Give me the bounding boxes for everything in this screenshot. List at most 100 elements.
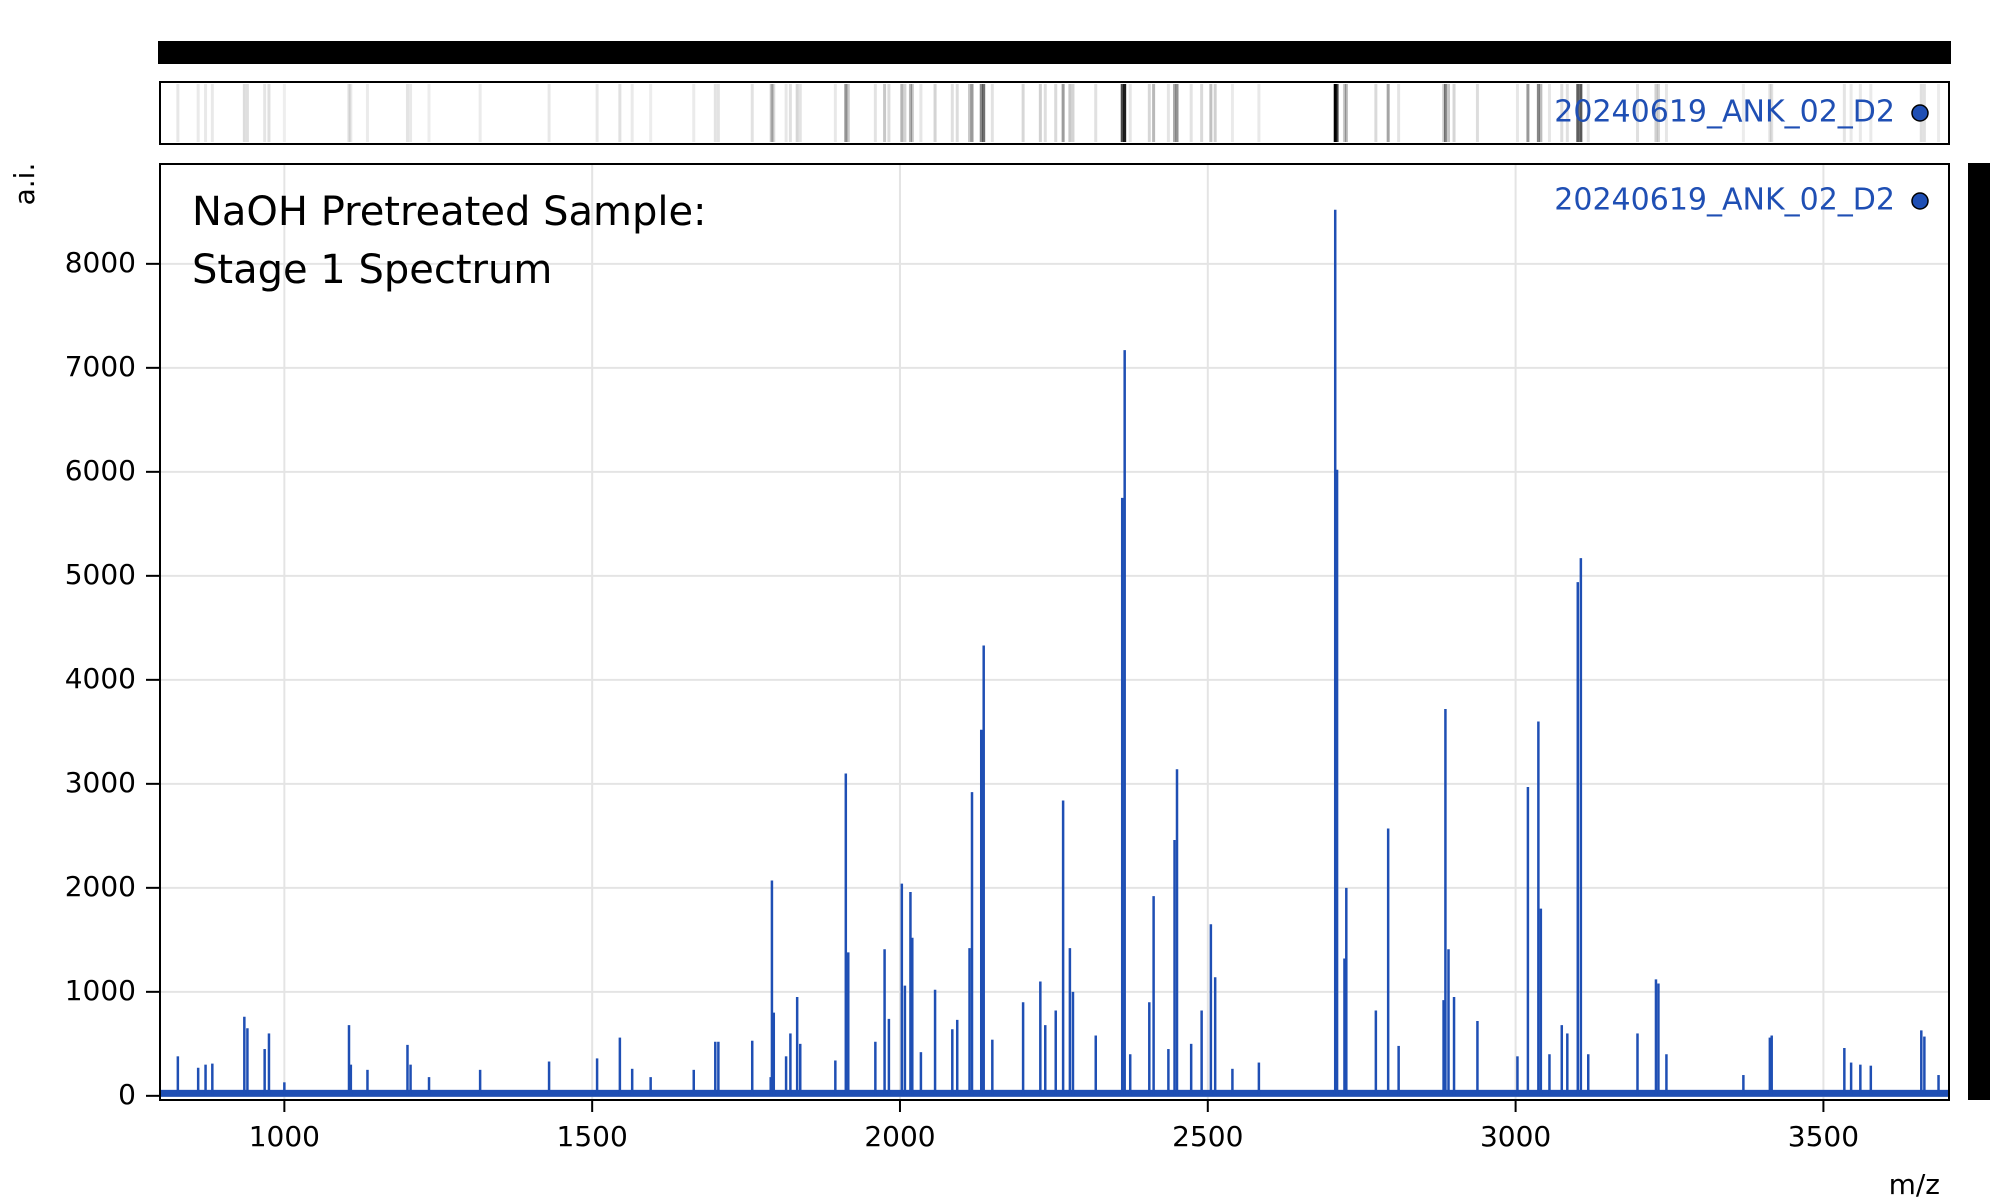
gel-band xyxy=(1173,84,1177,142)
gel-band xyxy=(873,84,877,142)
gel-band xyxy=(1842,84,1846,142)
gel-band xyxy=(1123,84,1127,142)
legend-label: 20240619_ANK_02_D2 xyxy=(1554,95,1895,130)
gel-band xyxy=(968,84,972,142)
gel-band xyxy=(795,84,799,142)
y-tick-label: 5000 xyxy=(65,558,136,591)
gel-band xyxy=(919,84,923,142)
gel-band xyxy=(1043,84,1047,142)
gel-band xyxy=(1770,84,1774,142)
gel-band xyxy=(1386,84,1390,142)
grid xyxy=(160,164,1949,1100)
gel-band xyxy=(649,84,653,142)
plot-frame xyxy=(159,163,1950,1101)
gel-band xyxy=(1741,84,1745,142)
gel-band xyxy=(1560,84,1564,142)
y-tick-label: 0 xyxy=(118,1078,136,1111)
y-tick-label: 1000 xyxy=(65,974,136,1007)
gel-band xyxy=(887,84,891,142)
gel-band xyxy=(618,84,622,142)
gel-band xyxy=(1664,84,1668,142)
gel-band xyxy=(1579,84,1583,142)
gel-band xyxy=(1654,84,1658,142)
y-tick-label: 7000 xyxy=(65,350,136,383)
gel-band xyxy=(772,84,776,142)
gel-band xyxy=(176,84,180,142)
gel-band xyxy=(210,84,214,142)
gel-band xyxy=(245,84,249,142)
spectrum xyxy=(160,209,1949,1097)
gel-band xyxy=(846,84,850,142)
gel-band xyxy=(1071,84,1075,142)
gel-band xyxy=(769,84,773,142)
gel-band xyxy=(1166,84,1170,142)
gel-band xyxy=(263,84,267,142)
gel-band xyxy=(1147,84,1151,142)
gel-band xyxy=(1446,84,1450,142)
gel-band xyxy=(427,84,431,142)
gel-band xyxy=(1442,84,1446,142)
gel-band xyxy=(1397,84,1401,142)
gel-band xyxy=(692,84,696,142)
gel-band xyxy=(833,84,837,142)
gel-band xyxy=(1038,84,1042,142)
legend-marker xyxy=(1911,104,1929,122)
gel-band xyxy=(1213,84,1217,142)
gel-band xyxy=(1635,84,1639,142)
gel-band xyxy=(409,84,413,142)
gel-band xyxy=(1515,84,1519,142)
y-tick-label: 8000 xyxy=(65,246,136,279)
gel-band xyxy=(1937,84,1941,142)
gel-band xyxy=(1586,84,1590,142)
x-tick-label: 2500 xyxy=(1172,1120,1243,1153)
gel-band xyxy=(365,84,369,142)
gel-band xyxy=(950,84,954,142)
gel-band xyxy=(713,84,717,142)
x-tick-label: 1000 xyxy=(249,1120,320,1153)
gel-band xyxy=(1152,84,1156,142)
gel-band xyxy=(1189,84,1193,142)
gel-band xyxy=(1858,84,1862,142)
gel-band xyxy=(1768,84,1772,142)
gel-band xyxy=(1526,84,1530,142)
gel-band xyxy=(267,84,271,142)
gel-band xyxy=(1094,84,1098,142)
gel-band xyxy=(478,84,482,142)
y-tick-label: 4000 xyxy=(65,662,136,695)
gel-band xyxy=(1547,84,1551,142)
gel-band xyxy=(1475,84,1479,142)
x-tick-label: 1500 xyxy=(557,1120,628,1153)
gel-band xyxy=(900,84,904,142)
gel-band xyxy=(1539,84,1543,142)
gel-band xyxy=(716,84,720,142)
gel-band xyxy=(1333,84,1337,142)
gel-band xyxy=(1175,84,1179,142)
top-bar xyxy=(158,41,1951,64)
gel-band xyxy=(798,84,802,142)
x-axis-label: m/z xyxy=(1889,1168,1940,1200)
gel-band xyxy=(1230,84,1234,142)
gel-band xyxy=(910,84,914,142)
gel-band xyxy=(982,84,986,142)
gel-band xyxy=(1869,84,1873,142)
gel-band xyxy=(1452,84,1456,142)
x-tick-label: 3500 xyxy=(1788,1120,1859,1153)
gel-band xyxy=(970,84,974,142)
gel-band xyxy=(1342,84,1346,142)
gel-band xyxy=(1344,84,1348,142)
y-tick-label: 3000 xyxy=(65,766,136,799)
annotation: NaOH Pretreated Sample: xyxy=(192,189,707,235)
gel-band xyxy=(908,84,912,142)
gel-band xyxy=(903,84,907,142)
gel-band xyxy=(883,84,887,142)
gel-band xyxy=(784,84,788,142)
gel-band xyxy=(1257,84,1261,142)
gel-band xyxy=(347,84,351,142)
gel-band xyxy=(1656,84,1660,142)
legend-marker xyxy=(1911,192,1929,210)
gel-band xyxy=(1849,84,1853,142)
y-tick-label: 6000 xyxy=(65,454,136,487)
gel-band xyxy=(547,84,551,142)
